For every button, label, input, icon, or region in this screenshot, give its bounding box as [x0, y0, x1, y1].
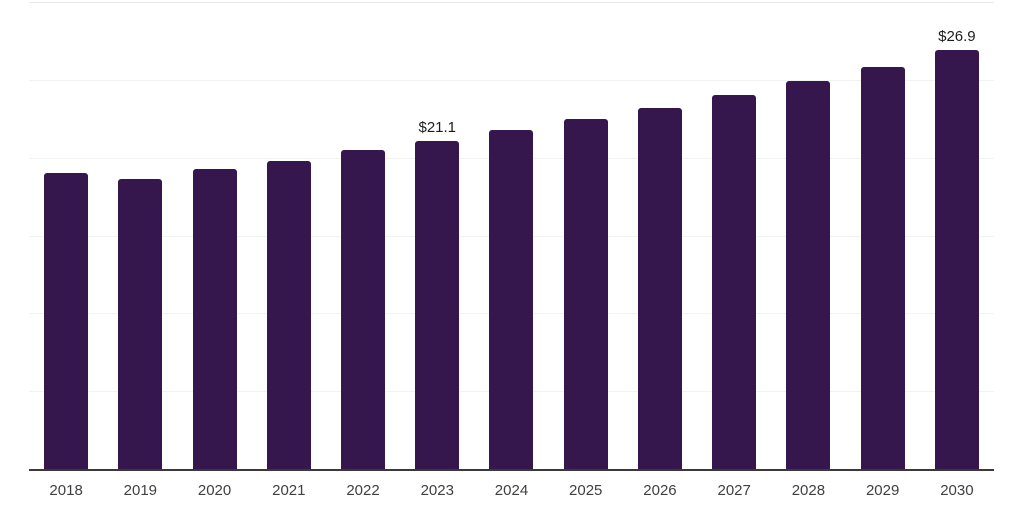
x-axis-label-2018: 2018	[49, 482, 83, 499]
x-axis-label-2027: 2027	[717, 482, 751, 499]
bar-band-2019	[103, 2, 177, 469]
bar-band-2018	[29, 2, 103, 469]
bar-band-2023: $21.1	[400, 2, 474, 469]
bar-band-2024	[474, 2, 548, 469]
bar-2018[interactable]	[44, 173, 89, 469]
bar-value-label-2023: $21.1	[418, 118, 457, 136]
x-axis-line	[29, 469, 994, 471]
bar-2028[interactable]	[786, 81, 831, 469]
x-axis-label-2019: 2019	[123, 482, 158, 499]
bar-2029[interactable]	[860, 67, 905, 469]
bar-2024[interactable]	[489, 129, 534, 469]
bar-band-2025	[549, 2, 623, 469]
bar-2019[interactable]	[118, 179, 163, 469]
bar-band-2026	[623, 2, 697, 469]
x-axis-label-2023: 2023	[420, 482, 454, 499]
bar-band-2021	[252, 2, 326, 469]
bar-band-2028	[771, 2, 845, 469]
bar-value-label-2030: $26.9	[938, 28, 976, 46]
bar-band-2030: $26.9	[920, 2, 994, 469]
bar-2021[interactable]	[266, 160, 311, 469]
bar-band-2027	[697, 2, 771, 469]
x-axis-label-2024: 2024	[494, 482, 529, 499]
bar-2020[interactable]	[192, 168, 237, 469]
x-axis-label-2022: 2022	[346, 482, 380, 499]
bar-2025[interactable]	[563, 118, 608, 469]
x-axis-label-2028: 2028	[791, 482, 826, 499]
x-axis: 2018 2019 2020 2021 2022 2023 2024 2025 2026 2027…	[29, 469, 994, 512]
plot-area: $21.1 $26.9	[29, 2, 994, 471]
x-axis-label-2030: 2030	[940, 482, 974, 499]
bar-2026[interactable]	[637, 107, 682, 469]
bar-2023[interactable]	[415, 140, 460, 469]
x-axis-label-2025: 2025	[569, 482, 603, 499]
bar-band-2029	[846, 2, 920, 469]
bar-band-2022	[326, 2, 400, 469]
x-axis-label-2021: 2021	[272, 482, 306, 499]
bar-2022[interactable]	[341, 149, 386, 469]
x-axis-label-2029: 2029	[865, 482, 900, 499]
x-axis-label-2020: 2020	[197, 482, 232, 499]
bar-2030[interactable]	[934, 50, 979, 469]
bar-band-2020	[177, 2, 251, 469]
x-axis-label-2026: 2026	[643, 482, 677, 499]
bar-2027[interactable]	[712, 95, 757, 469]
